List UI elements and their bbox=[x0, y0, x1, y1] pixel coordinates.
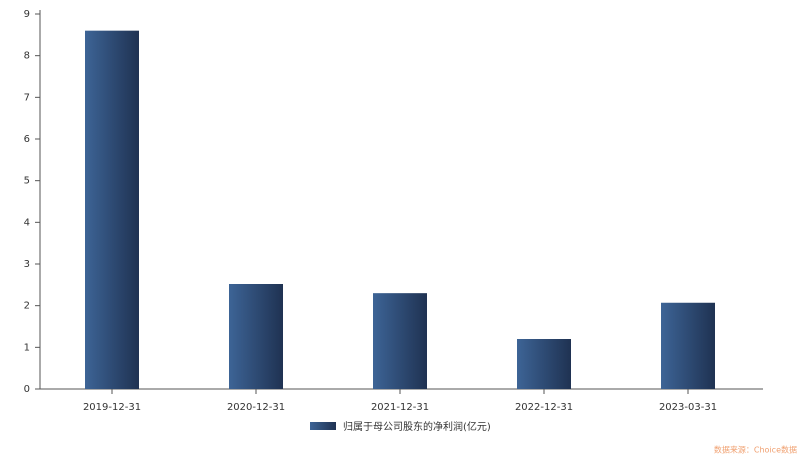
bar bbox=[85, 30, 139, 390]
bar bbox=[229, 284, 283, 389]
x-tick-label: 2021-12-31 bbox=[371, 402, 429, 413]
x-tick-label: 2022-12-31 bbox=[515, 402, 573, 413]
bar bbox=[517, 339, 571, 389]
x-tick-label: 2023-03-31 bbox=[659, 402, 717, 413]
y-tick-label: 9 bbox=[24, 9, 30, 20]
y-tick-label: 0 bbox=[24, 384, 30, 395]
legend-label: 归属于母公司股东的净利润(亿元) bbox=[343, 420, 491, 433]
x-tick-label: 2019-12-31 bbox=[83, 402, 141, 413]
bar bbox=[661, 302, 715, 389]
y-tick-label: 6 bbox=[24, 134, 30, 145]
y-tick-label: 3 bbox=[24, 259, 30, 270]
y-tick-label: 8 bbox=[24, 51, 30, 62]
bar bbox=[373, 293, 427, 389]
y-tick-label: 5 bbox=[24, 176, 30, 187]
y-tick-label: 4 bbox=[24, 217, 30, 228]
source-note: 数据来源：Choice数据 bbox=[714, 445, 797, 455]
x-tick-label: 2020-12-31 bbox=[227, 402, 285, 413]
legend-swatch bbox=[310, 422, 336, 430]
y-tick-label: 1 bbox=[24, 342, 30, 353]
y-tick-label: 7 bbox=[24, 92, 30, 103]
y-tick-label: 2 bbox=[24, 301, 30, 312]
